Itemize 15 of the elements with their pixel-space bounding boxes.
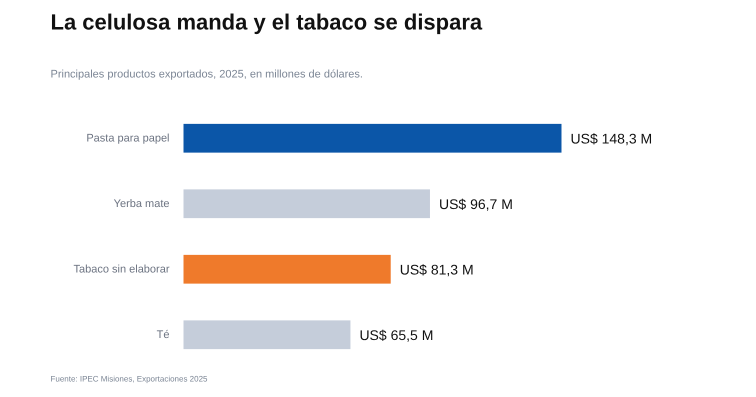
data-label: US$ 96,7 M: [438, 196, 513, 212]
source-note: Fuente: IPEC Misiones, Exportaciones 2025: [50, 374, 208, 384]
y-tick-label: Té: [156, 328, 170, 341]
data-label: US$ 81,3 M: [400, 261, 474, 278]
data-label: US$ 65,5 M: [359, 326, 434, 343]
data-label: US$ 148,3 M: [570, 130, 652, 146]
y-tick-label: Tabaco sin elaborar: [73, 263, 170, 276]
bar: [184, 320, 350, 350]
bar: [184, 189, 430, 218]
y-tick-label: Pasta para papel: [86, 132, 170, 144]
chart-title: La celulosa manda y el tabaco se dispara: [50, 10, 483, 34]
bar: [184, 254, 391, 284]
y-tick-label: Yerba mate: [114, 198, 170, 210]
bar: [184, 124, 562, 153]
chart-subtitle: Principales productos exportados, 2025, en millones de dólares.: [50, 68, 363, 80]
